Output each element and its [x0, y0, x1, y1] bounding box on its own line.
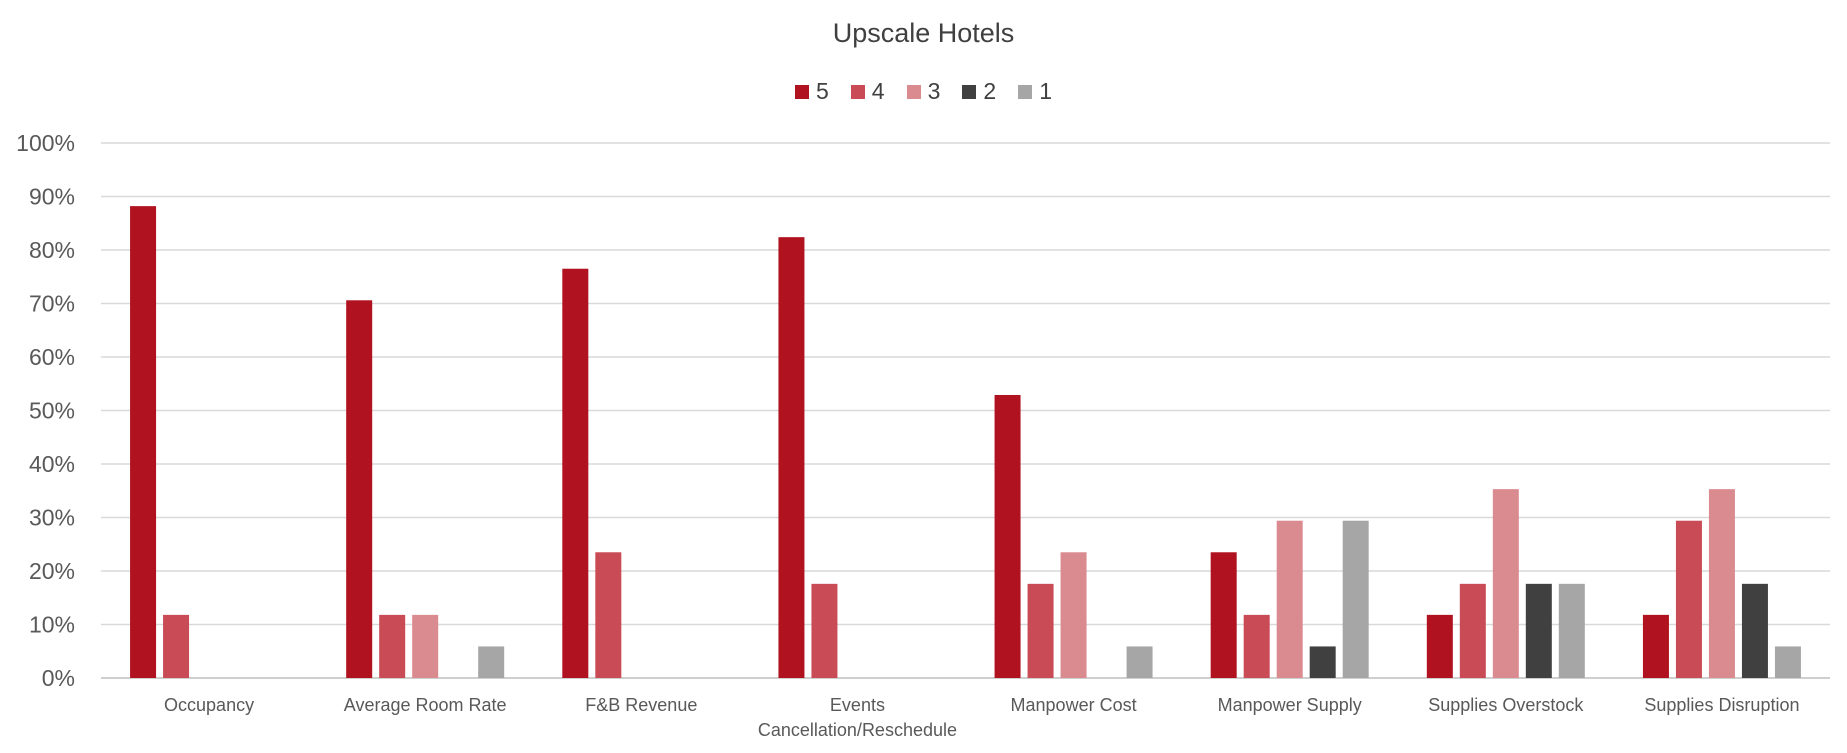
legend-item: 4: [850, 78, 885, 105]
y-tick-label: 0%: [42, 665, 75, 691]
legend-label: 1: [1039, 78, 1052, 104]
legend-swatch: [850, 84, 865, 99]
bar: [1642, 614, 1669, 678]
y-tick-label: 30%: [29, 505, 75, 531]
chart-legend: 5 4 3 2 1: [0, 78, 1847, 105]
bar: [1492, 489, 1519, 678]
bar: [811, 583, 838, 678]
legend-swatch: [1018, 84, 1033, 99]
x-category-label: Manpower Supply: [1218, 695, 1362, 715]
y-tick-label: 60%: [29, 344, 75, 370]
legend-swatch: [906, 84, 921, 99]
x-category-label: F&B Revenue: [585, 695, 697, 715]
bar: [1774, 646, 1801, 678]
bar: [412, 614, 439, 678]
bar: [1708, 489, 1735, 678]
legend-item: 3: [906, 78, 941, 105]
bar: [562, 268, 589, 678]
legend-swatch: [962, 84, 977, 99]
x-category-label: Supplies Disruption: [1644, 695, 1799, 715]
bar: [1525, 583, 1552, 678]
bar: [1459, 583, 1486, 678]
y-tick-label: 80%: [29, 237, 75, 263]
bar: [130, 206, 157, 678]
legend-label: 3: [927, 78, 941, 104]
bar: [1276, 520, 1303, 678]
legend-label: 5: [816, 78, 829, 104]
legend-label: 2: [983, 78, 997, 104]
legend-swatch: [795, 84, 809, 99]
bar: [1342, 520, 1369, 678]
bar: [478, 646, 505, 678]
x-category-label: Cancellation/Reschedule: [758, 720, 957, 740]
bar: [1309, 646, 1336, 678]
y-tick-label: 40%: [29, 451, 75, 477]
legend-item: 5: [795, 78, 829, 105]
y-tick-label: 50%: [29, 398, 75, 424]
bar: [379, 614, 406, 678]
bar: [163, 614, 190, 678]
x-category-label: Events: [830, 695, 885, 715]
bar: [346, 300, 373, 678]
bar: [1243, 614, 1270, 678]
x-category-label: Average Room Rate: [344, 695, 507, 715]
x-category-label: Supplies Overstock: [1428, 695, 1584, 715]
legend-item: 1: [1018, 78, 1052, 105]
bar: [1027, 583, 1054, 678]
bar: [1675, 520, 1702, 678]
y-tick-label: 90%: [29, 184, 75, 210]
bar: [595, 552, 622, 678]
x-category-label: Manpower Cost: [1011, 695, 1137, 715]
bar: [1426, 614, 1453, 678]
bar: [1558, 583, 1585, 678]
y-tick-label: 20%: [29, 558, 75, 584]
x-category-label: Occupancy: [164, 695, 254, 715]
y-tick-label: 70%: [29, 291, 75, 317]
bar: [1060, 552, 1087, 678]
legend-label: 4: [871, 78, 885, 104]
legend-item: 2: [962, 78, 996, 105]
y-tick-label: 10%: [29, 612, 75, 638]
bar: [778, 237, 805, 678]
bar: [994, 394, 1021, 678]
bar: [1210, 552, 1237, 678]
chart-title: Upscale Hotels: [832, 18, 1015, 48]
y-tick-label: 100%: [16, 130, 75, 156]
bar: [1126, 646, 1153, 678]
bar: [1741, 583, 1768, 678]
